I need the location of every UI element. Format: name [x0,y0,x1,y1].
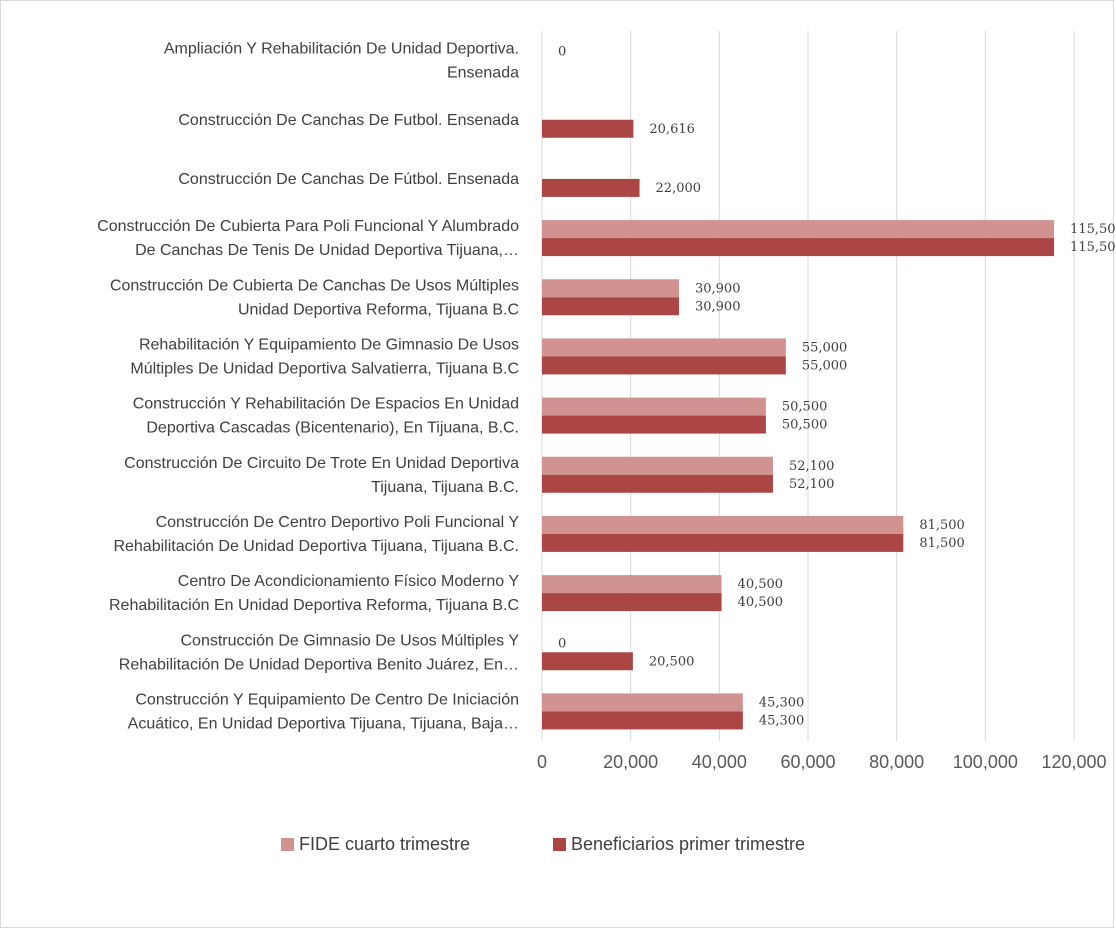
data-label: 115,500 [1070,240,1116,255]
bar-beneficiarios [542,533,904,552]
category-label: Construcción De Cubierta De Canchas De U… [110,277,519,318]
data-label: 45,300 [759,695,805,710]
category-label-line: Construcción De Centro Deportivo Poli Fu… [156,514,520,531]
category-label-line: Acuático, En Unidad Deportiva Tijuana, T… [128,715,519,732]
bar-fide [542,397,766,416]
data-label: 22,000 [656,181,702,196]
bar-beneficiarios [542,474,773,493]
data-label: 45,300 [759,713,805,728]
category-label-line: Rehabilitación De Unidad Deportiva Benit… [119,656,519,673]
x-tick-label: 60,000 [780,752,835,772]
bar-fide [542,279,679,298]
legend-label: FIDE cuarto trimestre [299,834,470,854]
category-label-line: Construcción Y Rehabilitación De Espacio… [133,396,519,413]
data-label: 52,100 [789,459,835,474]
category-label-line: Construcción De Cubierta De Canchas De U… [110,277,519,294]
category-label: Ampliación Y Rehabilitación De Unidad De… [164,41,519,82]
bar-fide [542,338,786,357]
bar-beneficiarios [542,238,1055,257]
category-label: Construcción De Gimnasio De Usos Múltipl… [119,632,520,673]
x-axis-tick-labels: 0 20,000 40,000 60,000 80,000 100,000 120,000 [537,752,1107,772]
data-label: 115,500 [1070,222,1116,237]
category-label-line: Ensenada [447,65,519,82]
data-label: 50,500 [782,400,828,415]
category-label-line: De Canchas De Tenis De Unidad Deportiva … [135,242,519,259]
category-label: Rehabilitación Y Equipamiento De Gimnasi… [130,336,519,377]
category-label-line: Construcción De Cubierta Para Poli Funci… [97,218,519,235]
category-label-line: Construcción Y Equipamiento De Centro De… [135,691,519,708]
bar-beneficiarios [542,652,633,671]
bar-beneficiarios [542,415,766,434]
gridlines [541,31,1075,741]
bar-beneficiarios [542,593,722,612]
legend: FIDE cuarto trimestre Beneficiarios prime… [281,834,805,854]
data-label: 40,500 [738,595,784,610]
category-label: Construcción Y Rehabilitación De Espacio… [133,396,519,437]
category-label: Construcción De Cubierta Para Poli Funci… [97,218,519,259]
category-label: Centro De Acondicionamiento Físico Moder… [109,573,519,614]
x-tick-label: 20,000 [603,752,658,772]
category-label-line: Construcción De Canchas De Futbol. Ensen… [178,112,519,129]
x-tick-label: 120,000 [1041,752,1106,772]
category-label: Construcción De Canchas De Futbol. Ensen… [178,112,519,129]
bar-fide [542,515,904,534]
legend-swatch [553,838,566,851]
category-label-line: Rehabilitación De Unidad Deportiva Tijua… [113,538,519,555]
category-label-line: Centro De Acondicionamiento Físico Moder… [178,573,520,590]
category-label: Construcción De Circuito De Trote En Uni… [124,455,519,496]
data-label: 50,500 [782,418,828,433]
data-label: 0 [558,45,566,60]
category-label-line: Rehabilitación En Unidad Deportiva Refor… [109,597,519,614]
category-label-line: Unidad Deportiva Reforma, Tijuana B.C [238,301,519,318]
x-tick-label: 40,000 [692,752,747,772]
data-label: 52,100 [789,477,835,492]
category-label: Construcción De Centro Deportivo Poli Fu… [113,514,519,555]
category-label: Construcción De Canchas De Fútbol. Ensen… [178,171,519,188]
x-tick-label: 100,000 [953,752,1018,772]
bar-beneficiarios [542,356,786,375]
category-label-line: Construcción De Gimnasio De Usos Múltipl… [181,632,520,649]
legend-label: Beneficiarios primer trimestre [571,834,805,854]
bar-fide [542,693,743,712]
category-labels: Ampliación Y Rehabilitación De Unidad De… [97,41,519,733]
category-label-line: Múltiples De Unidad Deportiva Salvatierr… [130,360,519,377]
bar-fide [542,220,1055,239]
data-label: 81,500 [919,536,965,551]
data-label: 55,000 [802,340,848,355]
bar-beneficiarios [542,119,634,138]
category-label: Construcción Y Equipamiento De Centro De… [128,691,519,732]
category-label-line: Construcción De Canchas De Fútbol. Ensen… [178,171,519,188]
x-tick-label: 0 [537,752,547,772]
x-tick-label: 80,000 [869,752,924,772]
legend-swatch [281,838,294,851]
data-label: 0 [558,636,566,651]
data-label: 81,500 [919,518,965,533]
bar-beneficiarios [542,178,640,197]
data-labels: 0 115,500 30,900 55,000 50,500 52,100 81,500 40… [558,45,1116,729]
category-label-line: Ampliación Y Rehabilitación De Unidad De… [164,41,519,58]
bars [542,119,1055,730]
data-label: 30,900 [695,299,741,314]
data-label: 20,616 [649,122,695,137]
bar-beneficiarios [542,297,679,316]
bar-fide [542,575,722,594]
data-label: 40,500 [738,577,784,592]
category-label-line: Deportiva Cascadas (Bicentenario), En Ti… [146,420,519,437]
category-label-line: Construcción De Circuito De Trote En Uni… [124,455,519,472]
bar-fide [542,456,773,475]
bar-beneficiarios [542,711,743,730]
data-label: 30,900 [695,281,741,296]
data-label: 20,500 [649,654,695,669]
category-label-line: Rehabilitación Y Equipamiento De Gimnasi… [139,336,519,353]
category-label-line: Tijuana, Tijuana B.C. [371,479,519,496]
data-label: 55,000 [802,358,848,373]
